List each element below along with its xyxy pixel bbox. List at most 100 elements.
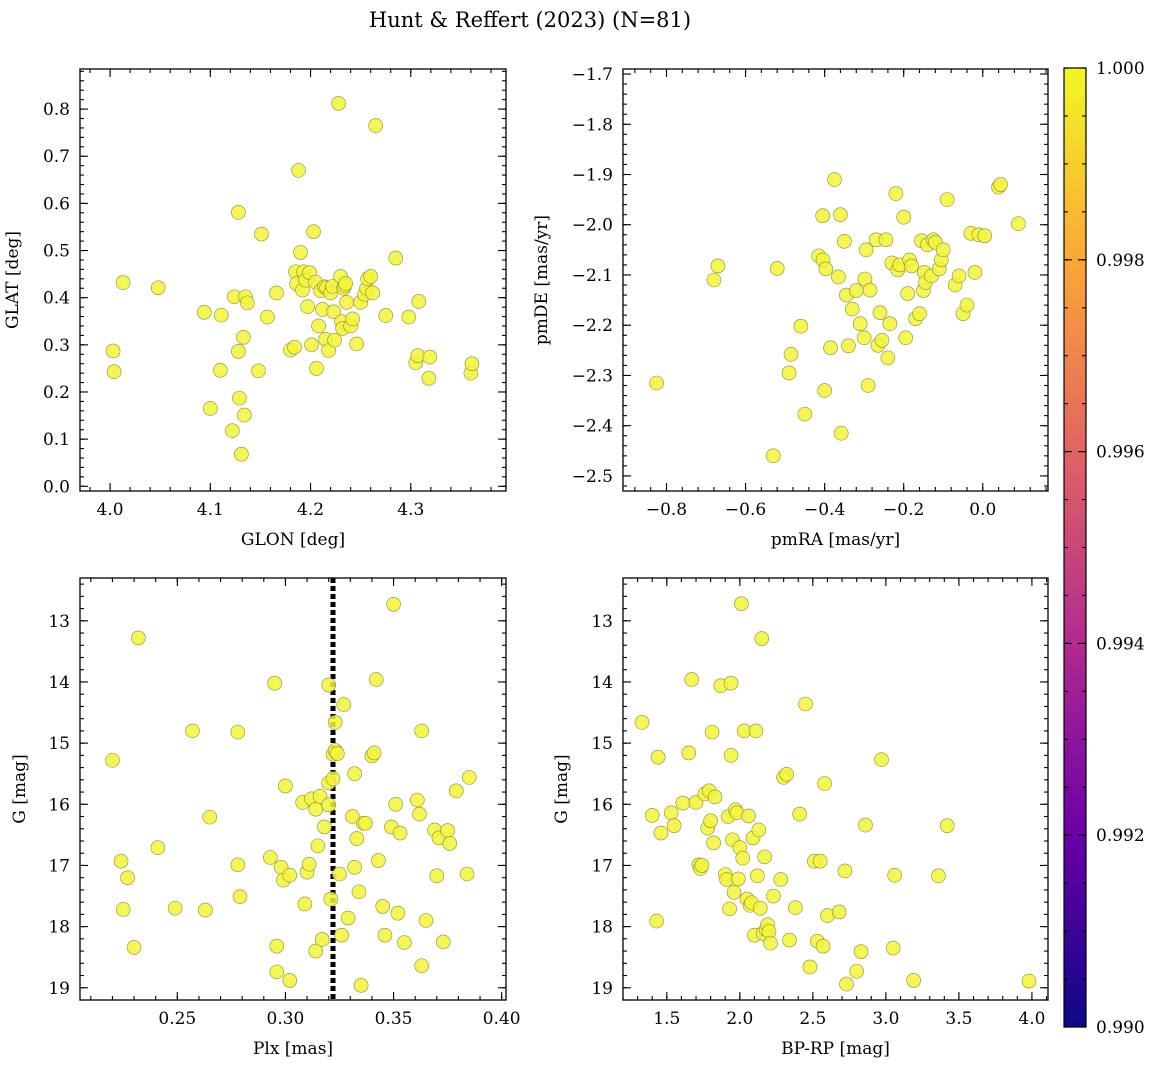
- x-tick-label: −0.2: [883, 500, 924, 520]
- y-tick-label: −1.7: [572, 65, 613, 85]
- y-tick-label: −2.1: [572, 266, 613, 286]
- scatter-point: [301, 856, 317, 872]
- scatter-point: [115, 902, 131, 917]
- scatter-point: [951, 268, 967, 284]
- scatter-point: [817, 383, 832, 398]
- scatter-point: [856, 330, 872, 346]
- scatter-point: [291, 163, 306, 178]
- scatter-point: [308, 801, 324, 817]
- scatter-point: [722, 901, 737, 917]
- scatter-point: [327, 332, 342, 348]
- scatter-point: [751, 822, 767, 838]
- scatter-point: [757, 849, 772, 865]
- scatter-point: [904, 258, 919, 274]
- scatter-point: [282, 867, 298, 883]
- scatter-point: [788, 900, 803, 915]
- scatter-point: [723, 748, 739, 763]
- scatter-point: [793, 318, 809, 334]
- scatter-point: [802, 959, 818, 975]
- scatter-point: [885, 940, 901, 956]
- scatter-point: [461, 770, 477, 785]
- scatter-point: [336, 697, 352, 712]
- scatter-point: [314, 932, 330, 947]
- scatter-point: [896, 209, 911, 225]
- scatter-point: [330, 746, 345, 761]
- scatter-point: [334, 927, 349, 943]
- x-tick-label: 2.0: [726, 1009, 753, 1029]
- scatter-point: [977, 228, 993, 244]
- scatter-point: [309, 361, 324, 376]
- scatter-point: [377, 927, 393, 943]
- scatter-point: [196, 304, 212, 320]
- scatter-point: [853, 944, 869, 959]
- scatter-point: [797, 406, 813, 422]
- scatter-point: [769, 261, 785, 276]
- x-axis-label: GLON [deg]: [241, 530, 345, 550]
- scatter-point: [232, 390, 247, 406]
- scatter-point: [310, 838, 326, 854]
- scatter-point: [860, 378, 876, 393]
- scatter-point: [841, 338, 856, 354]
- y-tick-label: 0.2: [43, 383, 70, 403]
- scatter-point: [240, 295, 255, 311]
- scatter-point: [726, 885, 742, 900]
- x-tick-label: 0.40: [483, 1009, 521, 1029]
- scatter-point: [150, 840, 166, 856]
- scatter-point: [422, 349, 438, 365]
- x-tick-label: 3.0: [872, 1009, 899, 1029]
- scatter-point: [852, 316, 868, 332]
- scatter-point: [798, 696, 813, 712]
- scatter-point: [254, 226, 269, 242]
- y-tick-label: 0.4: [43, 289, 70, 309]
- scatter-point: [366, 745, 382, 761]
- scatter-point: [115, 275, 131, 290]
- x-axis-label: pmRA [mas/yr]: [771, 530, 900, 550]
- scatter-point: [368, 672, 384, 687]
- scatter-point: [323, 891, 339, 907]
- colorbar-tick-label: 0.996: [1096, 443, 1145, 463]
- scatter-point: [304, 337, 319, 353]
- scatter-point: [282, 973, 298, 988]
- scatter-point: [105, 343, 121, 359]
- y-axis-label: G [mag]: [552, 754, 572, 823]
- scatter-point: [710, 258, 726, 274]
- colorbar: 1.000 0.998 0.996 0.994 0.992 0.990: [1063, 59, 1145, 1038]
- y-axis-label: GLAT [deg]: [3, 231, 23, 329]
- scatter-point: [781, 365, 797, 381]
- scatter-point: [967, 265, 983, 280]
- scatter-point: [418, 913, 434, 928]
- y-tick-label: −2.2: [572, 316, 613, 336]
- scatter-point: [300, 299, 315, 314]
- scatter-point: [766, 888, 781, 904]
- y-tick-label: −1.8: [572, 115, 613, 135]
- scatter-point: [105, 752, 120, 768]
- scatter-point: [306, 224, 321, 239]
- axes-frame: [79, 68, 507, 492]
- scatter-point: [823, 340, 838, 356]
- scatter-point: [202, 809, 218, 825]
- scatter-point: [225, 423, 240, 438]
- y-tick-label: 14: [591, 673, 613, 693]
- scatter-point: [872, 305, 888, 320]
- scatter-point: [231, 205, 246, 220]
- y-axis-label: pmDE [mas/yr]: [532, 215, 552, 345]
- scatter-point: [262, 850, 278, 865]
- scatter-point: [293, 245, 308, 260]
- scatter-point: [888, 186, 904, 201]
- scatter-point: [837, 234, 852, 249]
- scatter-point: [935, 242, 951, 258]
- scatter-point: [848, 283, 864, 298]
- scatter-point: [267, 675, 282, 691]
- scatter-point: [900, 286, 915, 301]
- scatter-point: [464, 356, 480, 371]
- scatter-point: [321, 677, 336, 693]
- scatter-point: [752, 900, 768, 916]
- scatter-point: [653, 825, 669, 841]
- scatter-point: [386, 596, 401, 612]
- y-tick-label: 14: [48, 673, 70, 693]
- scatter-point: [874, 332, 890, 348]
- scatter-point: [214, 307, 229, 323]
- x-tick-label: 4.1: [197, 500, 224, 520]
- scatter-point: [681, 745, 697, 761]
- scatter-point: [185, 723, 200, 739]
